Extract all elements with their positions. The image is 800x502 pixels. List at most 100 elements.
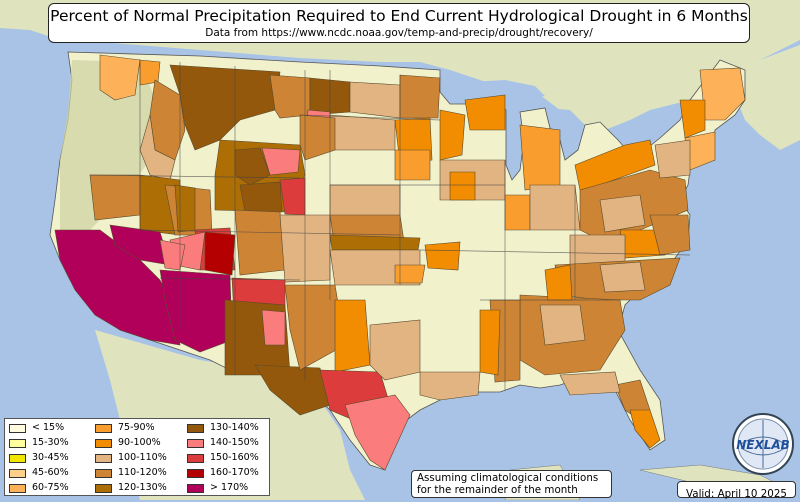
legend-swatch	[187, 423, 204, 433]
note-line-1: Assuming climatological conditions	[417, 472, 599, 484]
region-mn-n	[399, 74, 441, 119]
region-tn-e	[544, 264, 573, 301]
region-mo-s	[424, 241, 461, 271]
legend-item: 90-100%	[95, 437, 161, 449]
legend-item: 60-75%	[9, 482, 69, 494]
legend-item: 45-60%	[9, 467, 69, 479]
legend-swatch	[187, 453, 204, 463]
region-tx-e	[369, 319, 421, 381]
map-subtitle: Data from https://www.ncdc.noaa.gov/temp…	[205, 27, 593, 39]
map-title: Percent of Normal Precipitation Required…	[50, 7, 748, 25]
legend-item: 75-90%	[95, 422, 155, 434]
region-oregon	[89, 174, 141, 221]
region-sd	[329, 114, 396, 151]
legend-item: > 170%	[187, 482, 248, 494]
legend-label: 120-130%	[118, 482, 167, 493]
region-nv-w	[109, 224, 171, 266]
valid-date: Valid: April 10 2025	[686, 488, 787, 500]
region-mi-up	[464, 94, 506, 131]
legend-label: 90-100%	[118, 437, 161, 448]
lake-superior	[440, 80, 545, 104]
logo-text: NEXLAB	[736, 438, 790, 452]
region-in	[504, 194, 531, 231]
region-nc-w	[599, 261, 646, 293]
region-il-n	[449, 171, 476, 201]
legend-label: 160-170%	[210, 467, 259, 478]
region-wy-e	[261, 147, 301, 176]
legend-label: 75-90%	[118, 422, 155, 433]
region-vt-nh	[679, 99, 706, 139]
legend-label: 15-30%	[32, 437, 69, 448]
legend-item: 160-170%	[187, 467, 259, 479]
legend-label: 60-75%	[32, 482, 69, 493]
legend-swatch	[187, 468, 204, 478]
region-co-sw	[234, 209, 286, 276]
region-nw-wa	[99, 54, 141, 101]
legend-swatch	[95, 423, 112, 433]
legend-item: 15-30%	[9, 437, 69, 449]
region-mt-e	[269, 74, 311, 119]
legend-label: < 15%	[32, 422, 65, 433]
region-ne-w	[299, 114, 336, 161]
legend-swatch	[9, 483, 26, 493]
region-tx-w	[254, 364, 331, 416]
assumption-note: Assuming climatological conditions for t…	[411, 470, 612, 498]
legend-item: 150-160%	[187, 452, 259, 464]
legend-swatch	[9, 438, 26, 448]
region-ia-n	[394, 149, 431, 181]
lake-huron	[545, 108, 585, 160]
legend-swatch	[9, 468, 26, 478]
state-borders	[89, 60, 691, 390]
region-oh	[529, 184, 581, 231]
region-la	[419, 371, 481, 401]
legend-item: 110-120%	[95, 467, 167, 479]
region-ut-se	[204, 231, 236, 276]
region-fl-s	[629, 409, 661, 449]
valid-date-box: Valid: April 10 2025	[677, 481, 796, 500]
legend: < 15% 15-30% 30-45% 45-60% 60-75% 75-90% 90-10…	[4, 418, 270, 496]
region-tx-s	[344, 394, 411, 471]
note-line-2: for the remainder of the month	[417, 484, 578, 496]
region-co-n	[239, 181, 283, 213]
legend-item: 120-130%	[95, 482, 167, 494]
legend-label: 150-160%	[210, 452, 259, 463]
legend-label: 130-140%	[210, 422, 259, 433]
region-tx-panhandle	[284, 284, 346, 371]
region-arizona	[159, 269, 233, 353]
region-ok-n	[329, 234, 421, 251]
legend-swatch	[95, 453, 112, 463]
western-terrain	[60, 60, 160, 240]
region-nm-e	[261, 309, 286, 346]
legend-label: 30-45%	[32, 452, 69, 463]
legend-swatch	[9, 453, 26, 463]
legend-label: 100-110%	[118, 452, 167, 463]
region-fl-panhandle	[559, 371, 621, 396]
legend-label: > 170%	[210, 482, 249, 493]
region-md	[649, 214, 691, 256]
legend-swatch	[187, 438, 204, 448]
region-nd-e	[349, 81, 401, 119]
legend-item: 130-140%	[187, 422, 259, 434]
legend-label: 45-60%	[32, 467, 69, 478]
nexlab-logo: NEXLAB	[732, 413, 794, 475]
legend-swatch	[187, 483, 204, 493]
region-pa-c	[599, 194, 646, 233]
region-ut-w	[174, 184, 196, 233]
legend-item: 100-110%	[95, 452, 167, 464]
region-tx-nc	[334, 299, 371, 373]
region-mi-lp	[519, 124, 561, 191]
legend-item: 30-45%	[9, 452, 69, 464]
drought-regions	[54, 54, 746, 471]
legend-label: 110-120%	[118, 467, 167, 478]
region-ok-e	[394, 264, 426, 284]
legend-swatch	[95, 438, 112, 448]
legend-swatch	[9, 423, 26, 433]
lake-michigan	[506, 110, 524, 180]
legend-item: < 15%	[9, 422, 64, 434]
region-wi	[439, 109, 466, 161]
region-ms	[479, 309, 501, 376]
legend-swatch	[95, 483, 112, 493]
region-ny-e	[654, 139, 691, 179]
title-box: Percent of Normal Precipitation Required…	[48, 3, 750, 43]
